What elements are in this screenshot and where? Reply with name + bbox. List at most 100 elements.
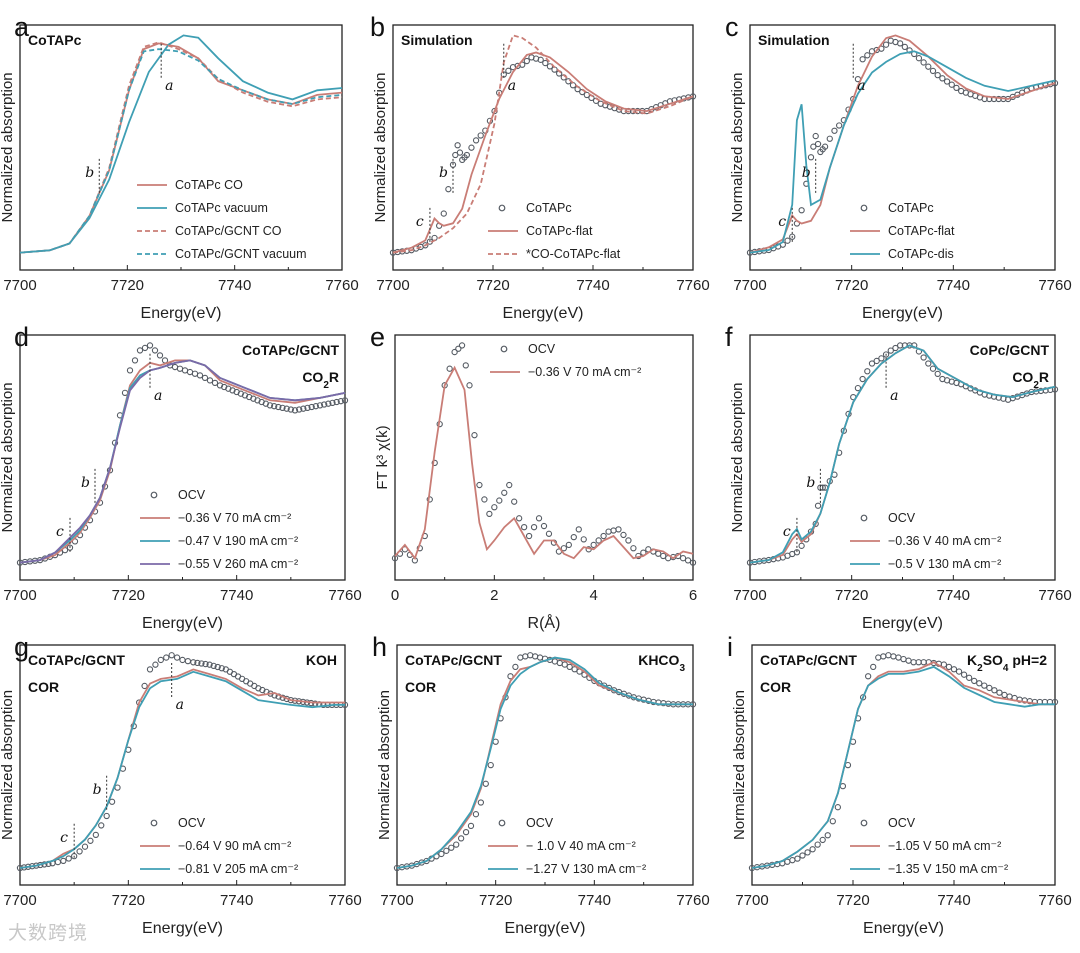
data-point: [271, 403, 278, 410]
data-point: [859, 694, 867, 701]
series-line: [19, 48, 343, 254]
data-point: [146, 342, 154, 349]
data-point: [486, 510, 493, 518]
data-point: [812, 132, 819, 140]
series-2: [749, 50, 1056, 254]
data-point: [537, 56, 544, 63]
data-point: [468, 144, 475, 151]
data-point: [679, 555, 687, 562]
data-point: [163, 654, 170, 661]
data-point: [870, 663, 877, 671]
data-point: [304, 404, 311, 411]
data-point: [540, 522, 548, 530]
data-point: [206, 661, 213, 668]
series-line: [19, 42, 343, 254]
panel-letter: f: [725, 322, 733, 352]
data-point: [279, 404, 286, 411]
annotation-label: b: [85, 165, 94, 181]
data-point: [934, 72, 941, 79]
data-point: [156, 352, 164, 359]
legend-marker: [860, 819, 868, 827]
data-point: [477, 799, 485, 806]
x-tick-label: 7760: [1038, 892, 1071, 909]
x-tick-label: 7760: [328, 892, 361, 909]
legend-marker: [150, 491, 158, 499]
data-point: [507, 673, 514, 680]
chart-title: CoTAPc/GCNT: [242, 342, 339, 358]
data-point: [201, 374, 209, 382]
data-point: [560, 545, 568, 552]
data-point: [940, 661, 948, 668]
data-point: [824, 832, 831, 839]
y-axis-label: Normalized absorption: [372, 72, 389, 222]
data-point: [880, 653, 887, 660]
data-point: [960, 671, 968, 678]
data-point: [173, 654, 181, 661]
data-point: [308, 403, 315, 411]
data-point: [920, 59, 927, 66]
chart-tag: KOH: [306, 652, 337, 668]
data-point: [157, 656, 164, 664]
data-point: [458, 342, 466, 349]
data-point: [291, 407, 299, 414]
data-point: [819, 484, 826, 491]
panel-letter: b: [370, 12, 385, 42]
annotation-label: b: [439, 165, 448, 181]
legend-label: OCV: [888, 816, 916, 830]
series-line: [19, 359, 346, 564]
annotation-label: c: [783, 524, 791, 540]
data-point: [859, 56, 866, 63]
series-line: [392, 34, 694, 254]
legend-label: OCV: [528, 342, 556, 356]
x-axis-label: Energy(eV): [503, 305, 584, 322]
data-point: [431, 459, 438, 467]
chart-panel-d: 7700 7720 7740 7760 Energy(eV) Normalized abs…: [0, 322, 362, 632]
data-point: [275, 403, 282, 411]
series-line: [19, 34, 343, 254]
legend-entry: −0.36 V 70 mA cm⁻²: [490, 365, 641, 379]
y-axis-label: Normalized absorption: [729, 382, 746, 532]
data-point: [793, 549, 801, 556]
series-2: [19, 41, 343, 254]
data-point: [321, 401, 328, 408]
data-point: [901, 43, 908, 51]
data-point: [492, 738, 499, 745]
data-point: [466, 382, 473, 389]
data-point: [482, 780, 489, 787]
series-line: [19, 359, 346, 564]
data-point: [151, 347, 159, 354]
series-line: [392, 51, 694, 254]
legend-entry: −1.27 V 130 mA cm⁻²: [488, 862, 646, 876]
data-point: [882, 351, 890, 358]
legend-entry: OCV: [150, 816, 206, 830]
data-point: [471, 432, 478, 439]
data-point: [580, 536, 587, 543]
data-point: [516, 515, 523, 522]
chart-title: CoTAPc: [28, 32, 82, 48]
series-line: [19, 359, 346, 564]
data-point: [953, 84, 960, 92]
x-tick-label: 7700: [3, 587, 36, 604]
data-point: [821, 143, 829, 150]
data-point: [910, 659, 917, 666]
data-point: [981, 682, 988, 689]
panel-letter: g: [14, 632, 29, 662]
annotation-label: b: [93, 782, 102, 798]
legend-entry: CoTAPc-flat: [488, 224, 593, 238]
annotation-label: b: [81, 475, 90, 491]
data-point: [266, 402, 274, 409]
series-2: [751, 665, 1055, 869]
data-point: [456, 149, 464, 156]
series-0: [391, 342, 697, 566]
data-point: [689, 559, 697, 566]
legend-label: −0.36 V 70 mA cm⁻²: [528, 365, 641, 379]
legend-marker: [498, 204, 506, 212]
legend-entry: −0.81 V 205 mA cm⁻²: [140, 862, 298, 876]
data-point: [875, 654, 882, 661]
series-line: [396, 656, 693, 869]
data-point: [892, 344, 899, 352]
data-point: [283, 405, 290, 412]
chart-subtitle: CO2R: [302, 369, 339, 391]
series-line: [749, 34, 1056, 254]
data-point: [809, 846, 816, 853]
